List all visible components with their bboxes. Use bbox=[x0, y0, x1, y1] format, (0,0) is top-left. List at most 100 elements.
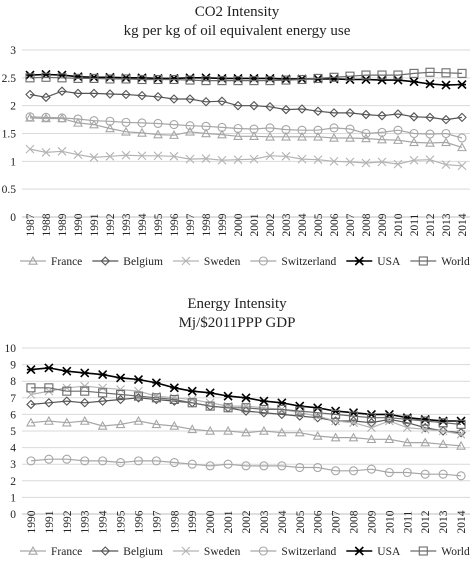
data-point bbox=[295, 401, 305, 411]
data-point bbox=[281, 104, 291, 115]
y-tick-label: 2 bbox=[10, 476, 16, 488]
data-point bbox=[456, 419, 466, 429]
data-point bbox=[73, 88, 83, 99]
data-point bbox=[361, 109, 371, 120]
data-point bbox=[420, 416, 430, 426]
data-point bbox=[26, 456, 36, 466]
energy-intensity-chart: Energy Intensity Mj/$2011PPP GDP 0 1 2 3 4 5 6… bbox=[5, 296, 471, 558]
data-point bbox=[313, 73, 323, 83]
series-belgium bbox=[26, 393, 466, 438]
data-point bbox=[223, 425, 234, 435]
x-tick-label: 1995 bbox=[116, 510, 128, 533]
data-point bbox=[97, 396, 108, 406]
x-tick-label: 1992 bbox=[62, 510, 74, 533]
x-tick-label: 1994 bbox=[137, 213, 149, 236]
data-point bbox=[153, 74, 163, 85]
data-point bbox=[26, 417, 36, 427]
x-tick-label: 2005 bbox=[313, 213, 325, 236]
y-tick-label: 1.5 bbox=[2, 129, 17, 141]
legend-marker bbox=[28, 255, 38, 265]
data-point bbox=[223, 403, 233, 413]
x-tick-label: 1999 bbox=[217, 213, 229, 236]
legend-marker bbox=[258, 256, 268, 266]
chart-title: CO2 Intensity bbox=[195, 4, 280, 20]
data-point bbox=[259, 396, 269, 406]
data-point bbox=[26, 383, 36, 393]
data-point bbox=[133, 391, 144, 401]
data-point bbox=[153, 118, 163, 129]
plot-area: 0 1 2 3 4 5 6 7 8 9 10 1990 1991 1992 1993 1994 1995 1996… bbox=[5, 343, 471, 558]
data-point bbox=[361, 70, 371, 80]
legend-label: USA bbox=[377, 546, 401, 558]
data-point bbox=[259, 407, 269, 418]
data-point bbox=[105, 116, 115, 126]
data-point bbox=[62, 396, 72, 406]
data-point bbox=[331, 409, 341, 419]
data-point bbox=[25, 112, 35, 122]
data-point bbox=[62, 366, 72, 376]
y-tick-label: 2.5 bbox=[2, 73, 17, 85]
data-point bbox=[217, 76, 227, 86]
data-point bbox=[187, 398, 197, 408]
legend-item: Switzerland bbox=[250, 256, 337, 268]
data-point bbox=[151, 393, 161, 403]
legend-item: World bbox=[410, 256, 470, 268]
series-usa bbox=[26, 363, 466, 426]
x-tick-label: 2004 bbox=[297, 213, 309, 236]
data-point bbox=[259, 461, 269, 471]
data-point bbox=[438, 418, 448, 428]
x-tick-label: 2005 bbox=[295, 510, 307, 533]
data-point bbox=[348, 466, 359, 476]
data-point bbox=[425, 155, 435, 165]
x-tick-label: 1996 bbox=[169, 213, 181, 236]
series-line bbox=[30, 367, 461, 422]
x-tick-label: 2000 bbox=[205, 510, 217, 533]
data-point bbox=[233, 100, 243, 111]
x-tick-label: 1997 bbox=[151, 510, 163, 533]
series-france bbox=[26, 415, 466, 450]
x-tick-label: 2000 bbox=[233, 213, 245, 236]
legend-item: Sweden bbox=[172, 256, 241, 268]
data-point bbox=[313, 462, 323, 473]
series-line bbox=[30, 397, 462, 434]
data-point bbox=[105, 151, 115, 161]
series-line bbox=[29, 71, 463, 82]
data-point bbox=[151, 456, 161, 466]
data-point bbox=[297, 74, 307, 85]
data-point bbox=[185, 154, 195, 164]
data-point bbox=[329, 132, 339, 142]
data-point bbox=[377, 127, 387, 137]
y-tick-label: 1 bbox=[10, 492, 16, 504]
data-point bbox=[366, 464, 376, 474]
data-point bbox=[313, 131, 323, 141]
data-point bbox=[201, 128, 211, 138]
legend-marker bbox=[418, 256, 428, 266]
data-point bbox=[121, 126, 131, 136]
x-tick-label: 2013 bbox=[438, 510, 450, 533]
legend-marker bbox=[100, 546, 111, 556]
y-tick-label: 3 bbox=[10, 45, 16, 57]
series-line bbox=[30, 458, 462, 477]
x-tick-label: 1993 bbox=[121, 213, 133, 236]
data-point bbox=[420, 437, 431, 447]
data-point bbox=[345, 108, 355, 118]
data-point bbox=[25, 73, 35, 83]
data-point bbox=[169, 74, 179, 85]
data-point bbox=[329, 108, 339, 118]
data-point bbox=[329, 72, 339, 82]
x-tick-label: 2014 bbox=[456, 510, 468, 533]
x-tick-label: 2003 bbox=[259, 510, 271, 533]
x-tick-label: 1990 bbox=[26, 510, 38, 533]
x-tick-label: 1998 bbox=[201, 213, 213, 236]
data-point bbox=[187, 424, 198, 434]
x-tick-label: 2007 bbox=[331, 510, 343, 533]
data-point bbox=[187, 386, 197, 396]
legend: France Belgium Sweden Switzerland USA World bbox=[20, 545, 470, 558]
data-point bbox=[233, 123, 243, 134]
plot-area: 0 0.5 1 1.5 2 2.5 3 1987 1988 1989 1990 1991 1992 199… bbox=[2, 45, 470, 268]
x-tick-label: 2009 bbox=[377, 213, 389, 236]
data-point bbox=[265, 151, 275, 161]
chart-subtitle: Mj/$2011PPP GDP bbox=[179, 315, 296, 331]
data-point bbox=[201, 96, 211, 107]
